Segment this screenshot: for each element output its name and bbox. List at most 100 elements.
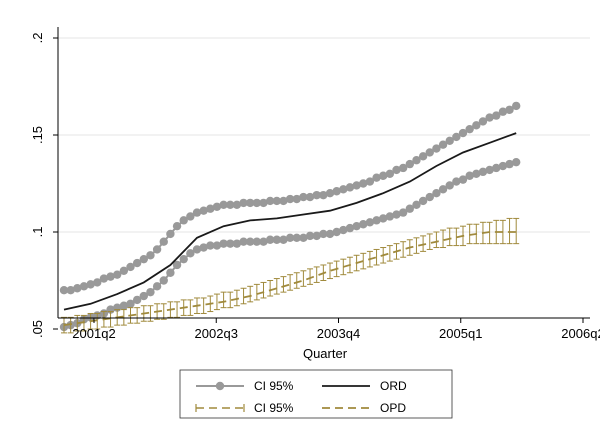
ci-point <box>365 177 375 186</box>
ci-point <box>465 171 474 180</box>
ci-point <box>332 187 341 196</box>
tick-marks: .05 .1 .15 .2 2001q2 2002q3 2003q4 2005q1 2006q2 <box>30 33 600 341</box>
ci-point <box>458 175 468 184</box>
y-tick-label: .15 <box>30 126 45 144</box>
ci-point <box>199 243 208 252</box>
ci-point <box>505 105 514 114</box>
ci-point <box>66 286 75 295</box>
ci-point <box>432 144 441 153</box>
ci-point <box>272 235 281 244</box>
ci-point <box>445 181 454 190</box>
ci-point <box>192 245 202 254</box>
ci-point <box>152 282 162 291</box>
ci-point <box>359 220 368 229</box>
ci-point <box>146 287 155 297</box>
ci-point <box>146 251 155 260</box>
ci-point <box>472 169 481 178</box>
ci-point <box>206 204 215 213</box>
ci-point <box>166 268 175 277</box>
ci-point <box>299 233 308 243</box>
ci-point <box>279 235 288 244</box>
ci-point <box>59 286 69 295</box>
ci-point <box>186 212 195 221</box>
ci-point <box>412 200 421 210</box>
legend-box <box>179 369 453 419</box>
ci-point <box>438 140 448 149</box>
ci-point <box>232 239 242 248</box>
ci-point <box>179 216 188 225</box>
ci-point <box>372 173 381 182</box>
ci-point <box>392 210 401 219</box>
ci-point <box>405 204 414 213</box>
ci-point <box>319 190 328 200</box>
ci-point <box>159 237 168 246</box>
ci-point <box>485 113 494 122</box>
ci-point <box>325 229 335 239</box>
legend-label: CI 95% <box>254 379 294 393</box>
ci-point <box>292 194 301 204</box>
ord-line <box>63 132 517 311</box>
ci-point <box>425 148 434 157</box>
ci-point <box>332 227 341 237</box>
plot-marks <box>59 101 521 334</box>
series-ord-2 <box>63 132 517 311</box>
ci-point <box>106 272 115 281</box>
ci-point <box>172 221 182 231</box>
ci-point <box>478 117 488 126</box>
ci-point <box>79 282 89 291</box>
y-tick-label: .05 <box>30 320 45 338</box>
axes <box>57 27 590 319</box>
ci-point <box>73 284 82 293</box>
ci-point <box>458 128 468 138</box>
ci-point <box>265 196 275 206</box>
x-tick-label: 2003q4 <box>317 326 360 341</box>
ci-point <box>452 177 461 186</box>
ci-point <box>272 196 281 206</box>
plot-area <box>58 27 590 318</box>
legend-label: CI 95% <box>254 401 294 415</box>
ci-point <box>365 218 375 227</box>
ci-point <box>252 237 262 246</box>
ci-point <box>385 169 395 178</box>
ci-point <box>152 245 162 254</box>
ci-point <box>385 212 395 221</box>
ci-point <box>372 216 381 225</box>
x-tick-label: 2001q2 <box>72 326 115 341</box>
ci-point <box>219 239 228 248</box>
ci-point <box>485 165 494 175</box>
ci-point <box>312 190 321 200</box>
ci-point <box>219 200 228 210</box>
ci-point <box>239 237 248 246</box>
y-tick-label: .1 <box>30 227 45 238</box>
ci-point <box>472 121 481 130</box>
ci-point <box>345 183 355 192</box>
ci-point <box>159 276 168 285</box>
ci-point <box>299 192 308 202</box>
ci-point <box>325 189 335 198</box>
ci-point <box>432 189 441 198</box>
ci-point <box>512 157 521 167</box>
ci-point <box>492 111 501 120</box>
ci-point <box>418 196 428 206</box>
ci-point <box>139 254 148 264</box>
x-tick-label: 2005q1 <box>439 326 482 341</box>
ci-point <box>505 159 514 169</box>
ci-point <box>113 270 122 279</box>
ci-point <box>246 198 255 208</box>
ci-point <box>345 223 355 233</box>
x-axis-title: Quarter <box>303 346 348 361</box>
ci-point <box>119 266 129 275</box>
x-tick-label: 2002q3 <box>195 326 238 341</box>
legend: CI 95% ORD CI 95% OPD <box>179 369 453 419</box>
ci-point <box>498 161 508 171</box>
ci-point <box>405 159 414 169</box>
ci-point <box>186 249 195 258</box>
ci-point <box>412 156 421 165</box>
ci-point <box>99 274 109 283</box>
ci-point <box>139 291 148 301</box>
ci-point <box>452 132 461 142</box>
ci-point <box>206 241 215 250</box>
ci-point <box>292 233 301 243</box>
ci-point <box>132 295 142 305</box>
